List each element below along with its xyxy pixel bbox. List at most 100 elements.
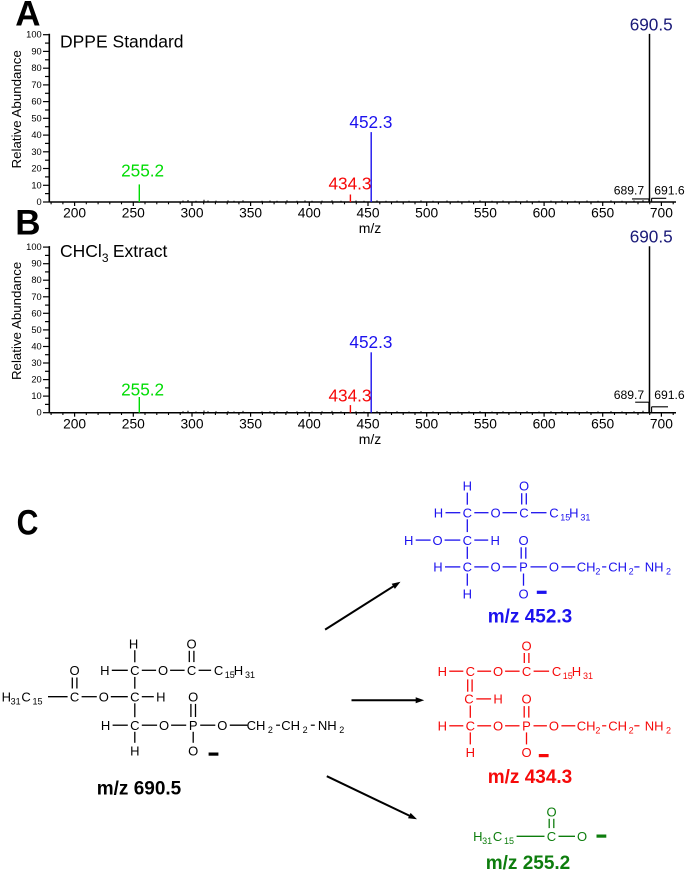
svg-text:C: C xyxy=(130,718,139,733)
svg-text:O: O xyxy=(519,479,529,494)
svg-text:C: C xyxy=(130,663,139,678)
svg-text:H: H xyxy=(463,586,472,601)
svg-text:2: 2 xyxy=(339,725,344,735)
svg-text:450: 450 xyxy=(356,206,379,221)
svg-text:C: C xyxy=(214,663,223,678)
svg-text:H: H xyxy=(569,505,578,520)
svg-text:H: H xyxy=(130,744,139,759)
svg-text:690.5: 690.5 xyxy=(630,15,673,35)
svg-text:2: 2 xyxy=(629,567,634,577)
svg-text:H: H xyxy=(491,533,500,548)
svg-text:300: 300 xyxy=(180,206,203,221)
svg-text:434.3: 434.3 xyxy=(328,174,371,194)
svg-text:30: 30 xyxy=(31,147,41,157)
svg-text:C: C xyxy=(466,719,475,734)
svg-text:O: O xyxy=(158,663,168,678)
svg-text:50: 50 xyxy=(31,113,41,123)
svg-text:C: C xyxy=(463,533,472,548)
svg-text:C: C xyxy=(17,503,39,542)
svg-text:Relative Abundance: Relative Abundance xyxy=(9,262,24,380)
svg-text:650: 650 xyxy=(591,416,614,431)
svg-text:700: 700 xyxy=(650,206,673,221)
svg-text:C: C xyxy=(464,692,473,707)
svg-text:CH: CH xyxy=(281,718,300,733)
svg-text:CH: CH xyxy=(247,718,266,733)
svg-text:2: 2 xyxy=(268,725,273,735)
svg-text:691.6: 691.6 xyxy=(654,388,685,402)
svg-text:O: O xyxy=(518,533,528,548)
svg-text:O: O xyxy=(549,719,559,734)
svg-text:C: C xyxy=(522,664,531,679)
svg-text:90: 90 xyxy=(31,46,41,56)
svg-text:60: 60 xyxy=(31,97,41,107)
svg-text:200: 200 xyxy=(63,416,86,431)
svg-text:500: 500 xyxy=(415,416,438,431)
svg-text:15: 15 xyxy=(504,836,514,846)
svg-text:2: 2 xyxy=(629,726,634,736)
svg-text:600: 600 xyxy=(533,206,556,221)
svg-text:m/z: m/z xyxy=(359,431,382,447)
svg-text:400: 400 xyxy=(298,416,321,431)
svg-text:O: O xyxy=(188,689,198,704)
svg-text:689.7: 689.7 xyxy=(614,388,645,402)
svg-text:31: 31 xyxy=(583,671,593,681)
svg-text:C: C xyxy=(466,664,475,679)
svg-text:250: 250 xyxy=(122,206,145,221)
svg-text:434.3: 434.3 xyxy=(328,385,371,405)
svg-text:450: 450 xyxy=(356,416,379,431)
svg-text:200: 200 xyxy=(63,206,86,221)
svg-text:350: 350 xyxy=(239,206,262,221)
svg-text:CHCl3 Extract: CHCl3 Extract xyxy=(60,241,167,265)
svg-text:80: 80 xyxy=(31,275,41,285)
svg-text:20: 20 xyxy=(31,164,41,174)
svg-text:500: 500 xyxy=(415,206,438,221)
svg-text:30: 30 xyxy=(31,358,41,368)
svg-text:15: 15 xyxy=(560,512,570,522)
svg-text:O: O xyxy=(187,636,197,651)
svg-text:H: H xyxy=(129,636,138,651)
svg-text:H: H xyxy=(2,689,11,704)
svg-text:2: 2 xyxy=(666,726,671,736)
svg-text:H: H xyxy=(433,560,442,575)
svg-text:O: O xyxy=(493,664,503,679)
svg-text:H: H xyxy=(101,718,110,733)
svg-text:H: H xyxy=(156,689,165,704)
svg-text:H: H xyxy=(438,719,447,734)
svg-text:H: H xyxy=(463,479,472,494)
svg-text:CH: CH xyxy=(608,560,627,575)
svg-text:C: C xyxy=(130,689,139,704)
svg-text:NH: NH xyxy=(645,560,664,575)
svg-text:O: O xyxy=(521,692,531,707)
svg-text:10: 10 xyxy=(31,180,41,190)
svg-text:C: C xyxy=(21,689,30,704)
svg-text:0: 0 xyxy=(37,408,42,418)
svg-text:C: C xyxy=(187,663,196,678)
svg-text:255.2: 255.2 xyxy=(121,160,164,180)
svg-text:15: 15 xyxy=(32,696,42,706)
svg-text:NH: NH xyxy=(645,719,664,734)
svg-text:600: 600 xyxy=(533,416,556,431)
svg-text:0: 0 xyxy=(37,197,42,207)
svg-text:H: H xyxy=(234,663,243,678)
svg-text:H: H xyxy=(434,505,443,520)
svg-text:A: A xyxy=(15,0,40,33)
svg-text:H: H xyxy=(100,663,109,678)
svg-text:m/z 452.3: m/z 452.3 xyxy=(488,606,573,627)
svg-text:100: 100 xyxy=(26,30,42,40)
svg-text:m/z 255.2: m/z 255.2 xyxy=(486,853,571,874)
svg-text:B: B xyxy=(15,204,40,243)
svg-text:O: O xyxy=(518,586,528,601)
svg-text:m/z: m/z xyxy=(359,220,382,236)
svg-text:550: 550 xyxy=(474,206,497,221)
svg-text:350: 350 xyxy=(239,416,262,431)
svg-text:C: C xyxy=(547,829,556,844)
svg-text:15: 15 xyxy=(563,671,573,681)
svg-text:700: 700 xyxy=(650,416,673,431)
svg-text:689.7: 689.7 xyxy=(614,184,645,198)
svg-text:NH: NH xyxy=(318,718,337,733)
svg-text:C: C xyxy=(70,689,79,704)
svg-text:300: 300 xyxy=(180,416,203,431)
svg-text:P: P xyxy=(522,719,531,734)
svg-text:CH: CH xyxy=(577,719,596,734)
svg-text:O: O xyxy=(577,829,587,844)
